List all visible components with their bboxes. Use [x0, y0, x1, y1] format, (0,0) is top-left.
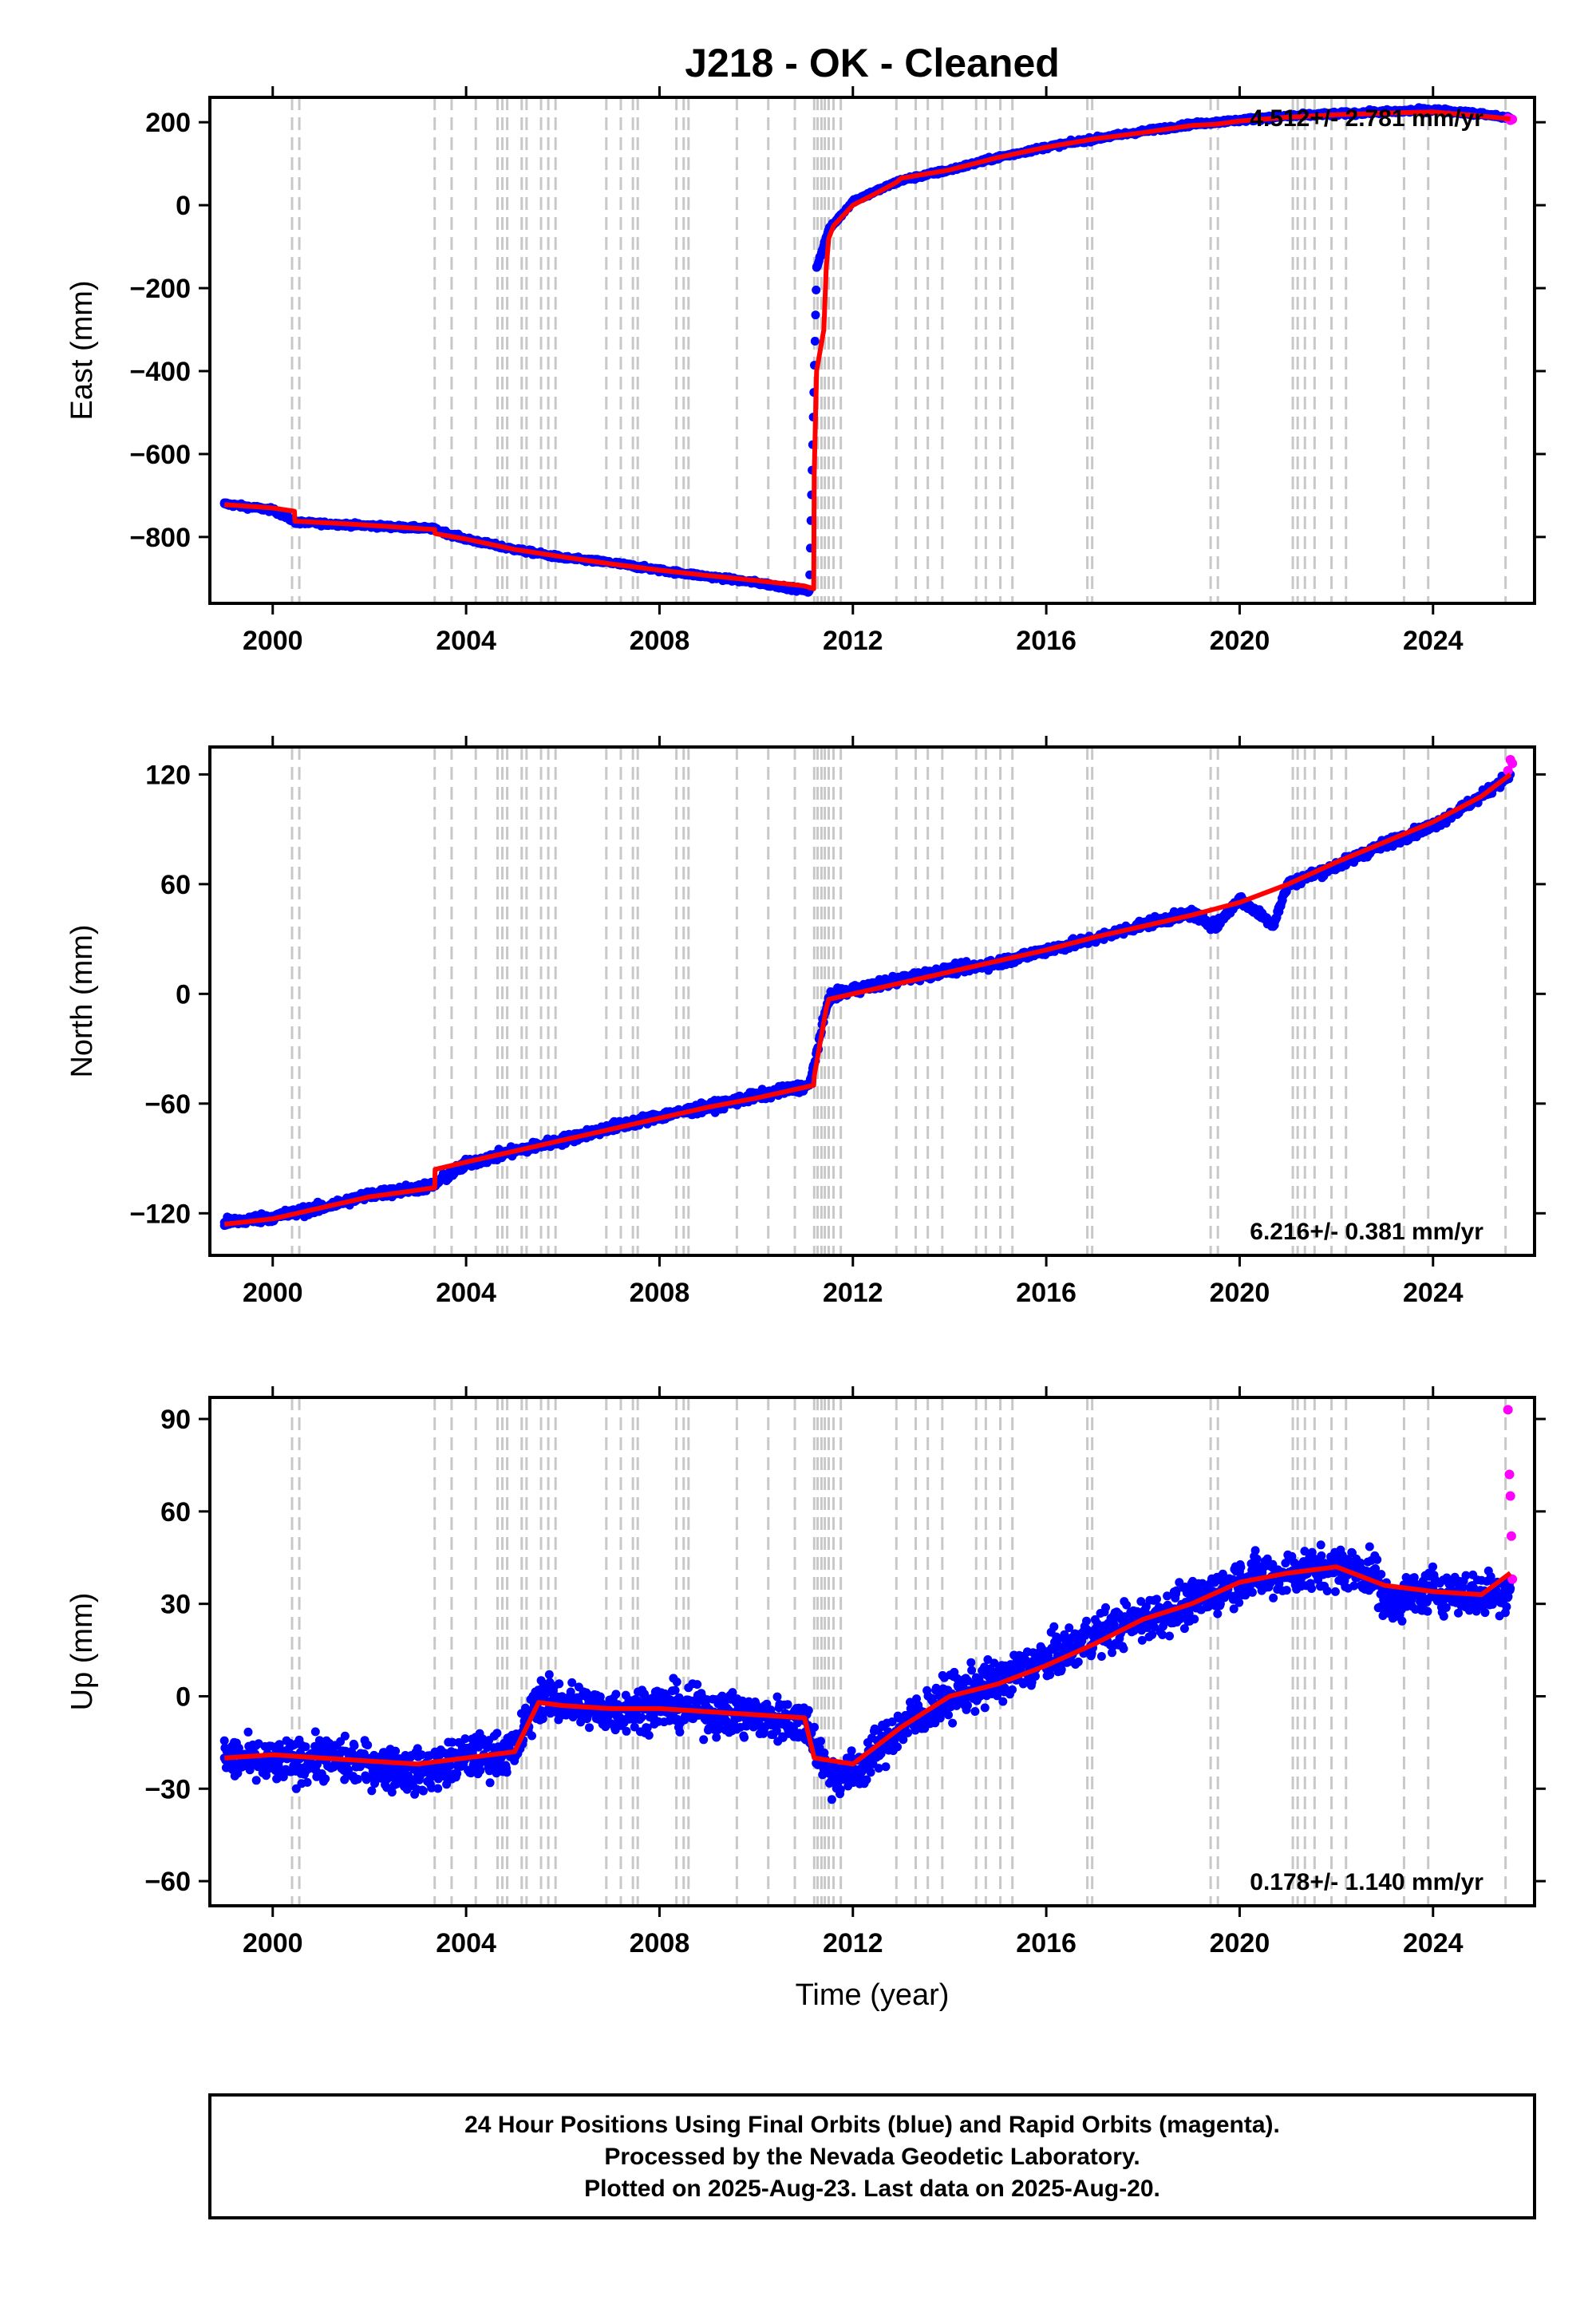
data-point: [314, 1736, 324, 1745]
rapid-data-point: [1503, 765, 1513, 776]
x-tick-label: 2024: [1403, 626, 1464, 656]
x-tick-label: 2024: [1403, 1278, 1464, 1308]
figure-title: J218 - OK - Cleaned: [685, 41, 1060, 85]
north-rapid-orbit-dots: [1503, 755, 1518, 776]
rapid-data-point: [1507, 758, 1518, 769]
east-plot-area: [219, 97, 1518, 603]
data-point: [243, 1727, 253, 1737]
east-rate-label: 4.512+/- 2.781 mm/yr: [1250, 105, 1483, 132]
north-frame: [208, 745, 1536, 1257]
data-point: [251, 1776, 261, 1785]
north-plot-area: [219, 747, 1518, 1255]
data-point: [812, 263, 821, 272]
data-point: [810, 337, 820, 346]
y-tick-label: −60: [144, 1089, 191, 1120]
data-point: [1269, 919, 1278, 929]
x-tick-label: 2020: [1210, 1278, 1270, 1308]
x-tick-label: 2004: [436, 626, 496, 656]
x-tick-label: 2012: [823, 626, 883, 656]
y-tick-label: 120: [145, 760, 191, 790]
x-tick-label: 2000: [243, 626, 303, 656]
y-tick-label: 0: [176, 191, 191, 221]
x-tick-label: 2020: [1210, 626, 1270, 656]
data-point: [245, 1765, 255, 1775]
x-tick-label: 2012: [823, 1278, 883, 1308]
east-frame: [208, 96, 1536, 605]
x-tick-label: 2016: [1016, 626, 1077, 656]
data-point: [350, 1741, 359, 1750]
north-final-orbit-dots: [219, 768, 1515, 1231]
x-tick-label: 2016: [1016, 1278, 1077, 1308]
y-tick-label: −800: [129, 523, 191, 553]
x-tick-label: 2000: [243, 1278, 303, 1308]
data-point: [310, 1727, 320, 1737]
north-model-line: [223, 773, 1512, 1227]
north-panel: 120 60 0 −60 −120 2000 2004 2008 2012 2016 2020 202…: [65, 736, 1546, 1308]
data-point: [321, 1774, 330, 1784]
y-tick-label: −120: [129, 1199, 191, 1229]
x-tick-label: 2008: [630, 1278, 690, 1308]
north-y-axis-label: North (mm): [65, 924, 99, 1077]
x-tick-label: 2004: [436, 1278, 496, 1308]
data-point: [279, 1773, 288, 1781]
north-rate-label: 6.216+/- 0.381 mm/yr: [1250, 1219, 1483, 1245]
y-tick-label: −200: [129, 274, 191, 304]
data-point: [353, 1774, 362, 1784]
up-plot-area: [219, 1397, 1518, 1906]
data-point: [262, 1771, 271, 1780]
y-tick-label: 200: [145, 108, 191, 138]
east-final-orbit-dots: [219, 103, 1515, 597]
east-model-line: [223, 109, 1511, 591]
y-tick-label: −400: [129, 357, 191, 387]
y-tick-label: 0: [176, 979, 191, 1010]
data-point: [363, 1741, 373, 1750]
data-point: [811, 310, 820, 320]
data-point: [1211, 922, 1220, 931]
data-point: [219, 1736, 229, 1745]
data-point: [340, 1731, 350, 1741]
y-tick-label: 60: [160, 870, 191, 900]
data-point: [812, 285, 821, 294]
data-point: [302, 1777, 312, 1787]
data-point: [301, 1742, 310, 1752]
y-tick-label: −600: [129, 440, 191, 470]
x-tick-label: 2008: [630, 626, 690, 656]
east-y-axis-label: East (mm): [65, 280, 99, 420]
data-point: [344, 1765, 354, 1775]
